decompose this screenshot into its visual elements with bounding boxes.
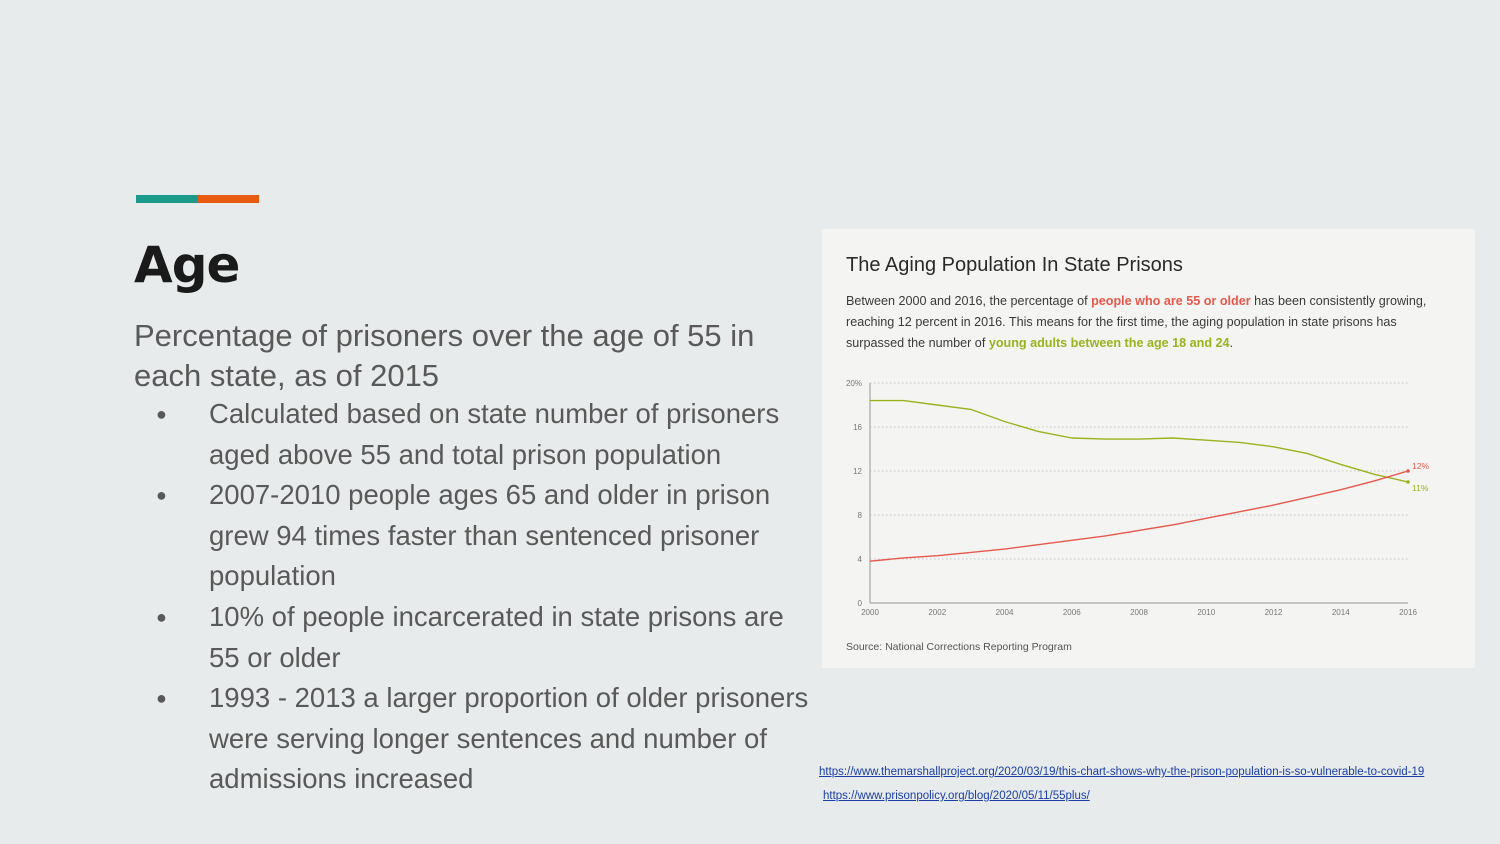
- bullet-text: 1993 - 2013 a larger proportion of older…: [209, 682, 809, 795]
- chart-description-text: has been consistently growing, reaching …: [846, 294, 1427, 350]
- x-tick-label: 2000: [861, 608, 879, 617]
- bullet-item: ● 10% of people incarcerated in state pri…: [150, 597, 810, 678]
- x-tick-label: 2004: [996, 608, 1014, 617]
- slide-subtitle: Percentage of prisoners over the age of …: [134, 318, 755, 393]
- series-end-label: 12%: [1412, 461, 1429, 471]
- bullet-text: 2007-2010 people ages 65 and older in pr…: [209, 479, 771, 592]
- source-link-marshall-project[interactable]: https://www.themarshallproject.org/2020/…: [819, 766, 1425, 778]
- chart-description-highlight-young: young adults between the age 18 and 24: [988, 336, 1230, 350]
- title-accent-bar: [136, 195, 259, 203]
- chart-description-text: .: [1229, 336, 1234, 350]
- bullet-dot-icon: ●: [156, 485, 167, 506]
- y-tick-label: 8: [858, 511, 863, 520]
- y-tick-label: 12: [853, 467, 862, 476]
- bullet-dot-icon: ●: [156, 606, 167, 627]
- x-tick-label: 2008: [1130, 608, 1148, 617]
- series-end-point: [1406, 469, 1410, 473]
- series-line: [869, 470, 1409, 562]
- bullet-list: ● Calculated based on state number of pri…: [150, 394, 810, 800]
- chart-description: Between 2000 and 2016, the percentage of…: [846, 291, 1446, 354]
- accent-teal-segment: [136, 195, 198, 203]
- chart-description-highlight-older: people who are 55 or older: [1091, 294, 1251, 308]
- y-tick-label: 4: [858, 555, 863, 564]
- bullet-item: ● 2007-2010 people ages 65 and older in p…: [150, 475, 810, 597]
- bullet-dot-icon: ●: [156, 688, 167, 709]
- bullet-text: 10% of people incarcerated in state pris…: [209, 600, 784, 673]
- bullet-item: ● 1993 - 2013 a larger proportion of olde…: [150, 678, 810, 800]
- line-chart: 0 4 8 12 16 20% 2000 2002 2004 2006 2008 2010 2012 20…: [846, 379, 1429, 617]
- y-tick-label: 16: [853, 423, 862, 432]
- slide-title: Age: [134, 236, 240, 294]
- x-tick-label: 2010: [1197, 608, 1215, 617]
- accent-orange-segment: [198, 195, 259, 203]
- bullet-item: ● Calculated based on state number of pri…: [150, 394, 810, 475]
- chart-description-text: Between 2000 and 2016, the percentage of: [846, 294, 1092, 308]
- x-tick-label: 2012: [1265, 608, 1283, 617]
- series-line: [870, 399, 1409, 483]
- chart-source: Source: National Corrections Reporting P…: [846, 641, 1072, 653]
- x-tick-label: 2002: [928, 608, 946, 617]
- x-tick-label: 2014: [1332, 608, 1350, 617]
- x-tick-label: 2016: [1399, 608, 1417, 617]
- y-tick-label: 20%: [846, 379, 862, 388]
- chart-title: The Aging Population In State Prisons: [846, 254, 1183, 276]
- x-tick-label: 2006: [1063, 608, 1081, 617]
- y-tick-label: 0: [858, 599, 863, 608]
- series-end-label: 11%: [1412, 483, 1429, 493]
- bullet-dot-icon: ●: [156, 404, 167, 424]
- source-link-prison-policy[interactable]: https://www.prisonpolicy.org/blog/2020/0…: [823, 790, 1090, 802]
- series-end-point: [1406, 480, 1410, 484]
- chart-card: The Aging Population In State Prisons Be…: [822, 229, 1475, 668]
- bullet-text: Calculated based on state number of pris…: [209, 398, 780, 470]
